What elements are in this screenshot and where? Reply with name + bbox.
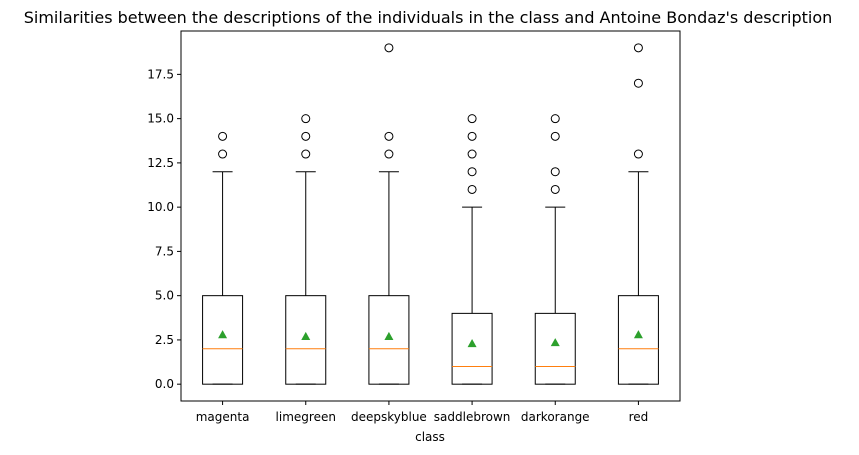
x-axis: magenta limegreen deepskyblue saddlebrown da… [196,401,649,424]
box-iqr [285,295,327,385]
box-iqr [617,295,659,385]
flier-point [467,149,477,159]
mean-marker [384,331,394,340]
flier-point [633,43,643,53]
y-tick-label: 15.0 [147,112,174,126]
flier-point [384,149,394,159]
flier-point [633,149,643,159]
y-tick-label: 7.5 [155,244,174,258]
box-iqr [202,295,244,385]
box-red [617,43,659,385]
flier-point [550,114,560,124]
box-darkorange [534,114,576,385]
x-tick-label-darkorange: darkorange [521,410,590,424]
x-tick-label-red: red [629,410,649,424]
flier-point [467,184,477,194]
x-tick-label-magenta: magenta [196,410,250,424]
x-axis-label: class [415,430,445,444]
flier-point [301,131,311,141]
plot-frame [180,30,681,402]
flier-point [218,131,228,141]
y-tick-label: 12.5 [147,156,174,170]
flier-point [550,131,560,141]
flier-point [550,184,560,194]
flier-point [550,167,560,177]
y-tick-label: 17.5 [147,67,174,81]
flier-point [467,114,477,124]
flier-point [384,131,394,141]
box-limegreen [285,114,327,385]
mean-marker [550,338,560,347]
y-tick-label: 2.5 [155,333,174,347]
flier-point [467,167,477,177]
box-iqr [451,312,493,385]
y-tick-label: 10.0 [147,200,174,214]
x-tick-label-limegreen: limegreen [276,410,336,424]
box-iqr [534,312,576,385]
flier-point [467,131,477,141]
box-deepskyblue [368,43,410,385]
box-iqr [368,295,410,385]
y-tick-label: 0.0 [155,377,174,391]
mean-marker [218,330,228,339]
x-tick-label-saddlebrown: saddlebrown [434,410,511,424]
mean-marker [467,338,477,348]
flier-point [633,78,643,88]
plot-area [202,43,659,385]
mean-marker [301,331,311,340]
flier-point [218,149,228,159]
chart-title: Similarities between the descriptions of… [24,8,833,27]
y-axis: 0.0 2.5 5.0 7.5 10.0 12.5 15.0 17.5 [147,67,181,391]
y-tick-label: 5.0 [155,289,174,303]
flier-point [301,114,311,124]
x-tick-label-deepskyblue: deepskyblue [351,410,427,424]
box-magenta [202,131,244,385]
box-saddlebrown [451,114,493,385]
flier-point [384,43,394,53]
mean-marker [633,330,643,339]
flier-point [301,149,311,159]
